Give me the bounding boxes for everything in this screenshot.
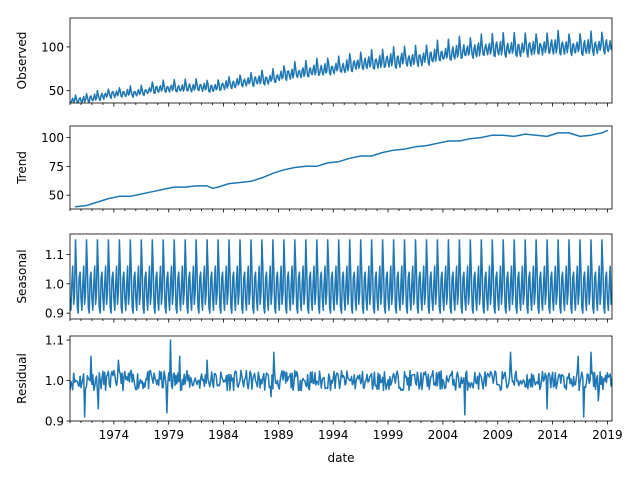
plot-frame-trend [69, 125, 613, 210]
x-axis-label: date [327, 451, 354, 465]
y-tick-label-observed: 50 [49, 84, 64, 98]
x-tick-label: 1989 [263, 428, 294, 442]
y-tick-label-residual: 1.1 [45, 334, 64, 348]
plot-frame-observed [69, 17, 613, 104]
x-tick-label: 1999 [373, 428, 404, 442]
y-tick-label-residual: 0.9 [45, 415, 64, 429]
y-tick-label-seasonal: 0.9 [45, 307, 64, 321]
y-axis-label-seasonal: Seasonal [15, 249, 29, 303]
plot-frame-residual [69, 335, 613, 422]
panel-seasonal: 0.9 1.0 1.1 Seasonal [15, 233, 613, 323]
panel-observed: 50 100 Observed [15, 17, 613, 107]
y-tick-label-seasonal: 1.1 [45, 248, 64, 262]
y-axis-label-residual: Residual [15, 353, 29, 404]
x-tick-label: 1974 [99, 428, 130, 442]
plot-frame-seasonal [69, 233, 613, 320]
y-tick-label-trend: 75 [49, 160, 64, 174]
y-tick-label-seasonal: 1.0 [45, 277, 64, 291]
y-tick-label-residual: 1.0 [45, 374, 64, 388]
panel-residual: 0.9 1.0 1.1 Residual 1974 1979 1984 1989 1994 199… [15, 334, 623, 442]
panel-trend: 50 75 100 Trend [15, 125, 613, 213]
x-tick-label: 1984 [208, 428, 239, 442]
y-tick-label-observed: 100 [41, 40, 64, 54]
x-tick-label: 2014 [537, 428, 568, 442]
x-tick-label: 2019 [592, 428, 623, 442]
y-tick-label-trend: 50 [49, 189, 64, 203]
y-axis-label-trend: Trend [15, 151, 29, 185]
y-axis-label-observed: Observed [15, 32, 29, 90]
series-line-trend [74, 129, 609, 208]
x-tick-label: 2009 [482, 428, 513, 442]
series-line-seasonal [70, 239, 612, 314]
chart-panels: 50 100 Observed 50 75 100 Trend 0.9 1.0 1.1 Season… [15, 17, 623, 442]
x-tick-label: 1979 [153, 428, 184, 442]
x-tick-label: 1994 [318, 428, 349, 442]
series-line-observed [70, 29, 612, 103]
y-tick-label-trend: 100 [41, 131, 64, 145]
series-line-residual [70, 339, 612, 418]
x-tick-label: 2004 [428, 428, 459, 442]
